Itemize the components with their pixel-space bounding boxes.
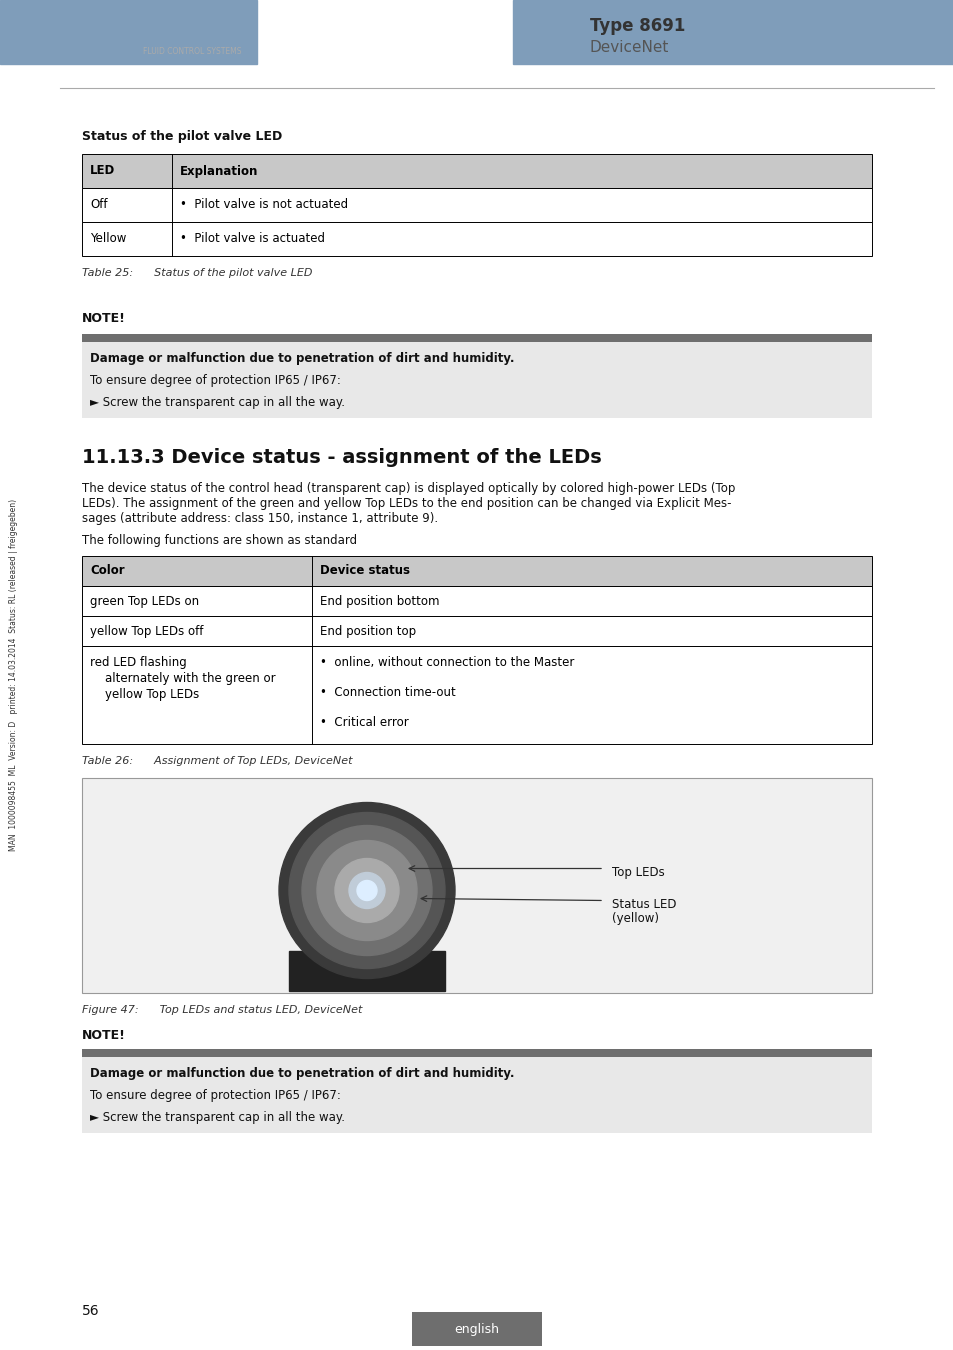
Bar xyxy=(82,342,871,418)
Text: Figure 47:      Top LEDs and status LED, DeviceNet: Figure 47: Top LEDs and status LED, Devi… xyxy=(82,1004,362,1015)
Bar xyxy=(82,647,871,744)
Bar xyxy=(82,221,871,256)
Text: •  online, without connection to the Master: • online, without connection to the Mast… xyxy=(319,656,574,670)
Text: The device status of the control head (transparent cap) is displayed optically b: The device status of the control head (t… xyxy=(82,482,735,495)
Bar xyxy=(82,333,871,342)
Text: bürkert: bürkert xyxy=(142,18,241,42)
Text: Yellow: Yellow xyxy=(90,232,126,246)
Text: Off: Off xyxy=(90,198,108,212)
Bar xyxy=(513,0,953,63)
Circle shape xyxy=(278,802,455,979)
Text: LEDs). The assignment of the green and yellow Top LEDs to the end position can b: LEDs). The assignment of the green and y… xyxy=(82,497,731,510)
Text: green Top LEDs on: green Top LEDs on xyxy=(90,594,199,608)
Text: yellow Top LEDs off: yellow Top LEDs off xyxy=(90,625,203,637)
Text: •  Connection time-out: • Connection time-out xyxy=(319,686,456,699)
Text: Status of the pilot valve LED: Status of the pilot valve LED xyxy=(82,130,282,143)
Circle shape xyxy=(316,841,416,941)
Bar xyxy=(412,1312,541,1346)
Bar xyxy=(82,556,871,586)
Text: red LED flashing: red LED flashing xyxy=(90,656,187,670)
Bar xyxy=(82,1057,871,1133)
Text: •  Pilot valve is actuated: • Pilot valve is actuated xyxy=(180,232,325,246)
Text: ► Screw the transparent cap in all the way.: ► Screw the transparent cap in all the w… xyxy=(90,396,345,409)
Text: •  Critical error: • Critical error xyxy=(319,716,408,729)
Text: Table 25:      Status of the pilot valve LED: Table 25: Status of the pilot valve LED xyxy=(82,269,313,278)
Text: DeviceNet: DeviceNet xyxy=(589,40,669,55)
Text: 56: 56 xyxy=(82,1304,99,1318)
Text: To ensure degree of protection IP65 / IP67:: To ensure degree of protection IP65 / IP… xyxy=(90,1089,340,1102)
Bar xyxy=(82,586,871,616)
Text: The following functions are shown as standard: The following functions are shown as sta… xyxy=(82,535,356,547)
Bar xyxy=(82,188,871,221)
Text: To ensure degree of protection IP65 / IP67:: To ensure degree of protection IP65 / IP… xyxy=(90,374,340,387)
Circle shape xyxy=(289,813,444,968)
Bar xyxy=(82,616,871,647)
Text: english: english xyxy=(454,1323,499,1335)
Text: Damage or malfunction due to penetration of dirt and humidity.: Damage or malfunction due to penetration… xyxy=(90,352,514,365)
Text: yellow Top LEDs: yellow Top LEDs xyxy=(90,688,199,701)
Text: End position top: End position top xyxy=(319,625,416,637)
Bar xyxy=(289,950,444,991)
Bar xyxy=(0,0,256,63)
Text: (yellow): (yellow) xyxy=(612,913,659,925)
Circle shape xyxy=(356,880,376,900)
Text: •  Pilot valve is not actuated: • Pilot valve is not actuated xyxy=(180,198,348,212)
Text: MAN  1000098455  ML  Version: D   printed: 14.03.2014  Status: RL (released | fr: MAN 1000098455 ML Version: D printed: 14… xyxy=(10,500,18,850)
Text: Status LED: Status LED xyxy=(612,898,676,911)
Text: NOTE!: NOTE! xyxy=(82,1029,126,1042)
Text: Table 26:      Assignment of Top LEDs, DeviceNet: Table 26: Assignment of Top LEDs, Device… xyxy=(82,756,352,765)
Text: NOTE!: NOTE! xyxy=(82,312,126,325)
Circle shape xyxy=(349,872,385,909)
Text: ► Screw the transparent cap in all the way.: ► Screw the transparent cap in all the w… xyxy=(90,1111,345,1125)
Circle shape xyxy=(302,825,432,956)
Text: sages (attribute address: class 150, instance 1, attribute 9).: sages (attribute address: class 150, ins… xyxy=(82,512,437,525)
Text: Explanation: Explanation xyxy=(180,165,258,177)
Text: Type 8691: Type 8691 xyxy=(589,18,684,35)
Text: End position bottom: End position bottom xyxy=(319,594,439,608)
Text: Damage or malfunction due to penetration of dirt and humidity.: Damage or malfunction due to penetration… xyxy=(90,1066,514,1080)
Bar xyxy=(82,778,871,994)
Bar xyxy=(82,1049,871,1057)
Text: 11.13.3 Device status - assignment of the LEDs: 11.13.3 Device status - assignment of th… xyxy=(82,448,601,467)
Text: alternately with the green or: alternately with the green or xyxy=(90,672,275,684)
Text: Top LEDs: Top LEDs xyxy=(612,865,664,879)
Text: FLUID CONTROL SYSTEMS: FLUID CONTROL SYSTEMS xyxy=(143,47,241,57)
Text: Device status: Device status xyxy=(319,564,410,578)
Circle shape xyxy=(335,859,398,922)
Text: Color: Color xyxy=(90,564,125,578)
Bar xyxy=(82,154,871,188)
Text: LED: LED xyxy=(90,165,115,177)
